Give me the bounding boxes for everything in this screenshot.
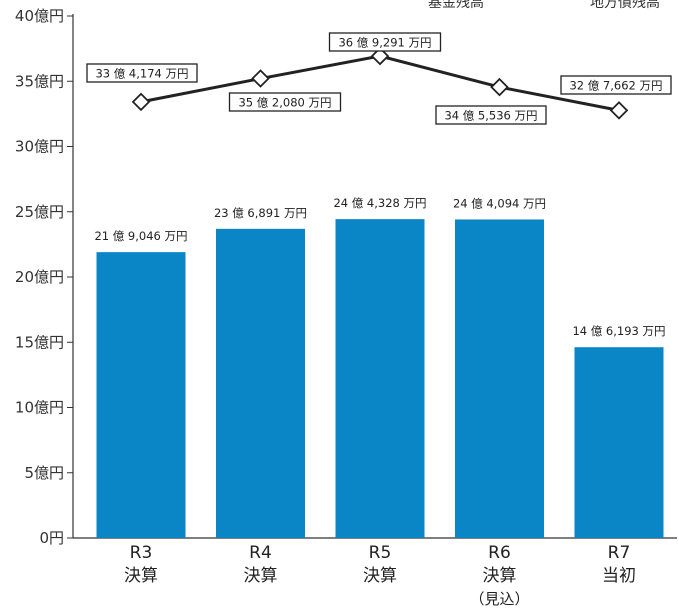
bar-2 [335,219,425,538]
y-tick-label-1: 5億円 [24,464,64,482]
debt-label-box-4 [560,75,672,95]
debt-marker-1 [251,69,270,88]
bar-4 [574,347,664,538]
y-tick-label-5: 25億円 [15,203,64,221]
x-tick-sublabel-4: 当初 [602,566,636,586]
debt-label-2: 36 億 9,291 万円 [338,36,431,50]
bar-1 [216,228,305,538]
y-tick-label-7: 35億円 [15,72,64,90]
y-tick-label-0: 0円 [39,529,64,547]
debt-label-1: 35 億 2,080 万円 [238,96,331,110]
x-tick-label-0: R3 [130,543,153,563]
legend-label-debt: 地方債残高 [590,0,660,11]
x-tick-sublabel-2: 決算 [363,566,397,586]
debt-marker-0 [131,92,151,112]
x-tick-sublabel-3: 決算 [483,566,517,586]
debt-label-box-1 [228,92,342,112]
x-tick-label-3: R6 [488,543,511,563]
x-tick-label-1: R4 [249,543,272,563]
debt-label-box-0 [86,63,198,83]
bar-label-3: 24 億 4,094 万円 [453,196,546,210]
debt-label-box-3 [435,105,547,125]
x-tick-sublabel-1: 決算 [244,566,278,586]
bar-label-1: 23 億 6,891 万円 [214,206,307,220]
x-tick-note-3: （見込） [469,590,529,608]
y-tick-label-2: 10億円 [15,399,64,417]
x-tick-label-2: R5 [369,543,392,563]
bar-0 [96,252,186,539]
y-tick-label-4: 20億円 [15,268,64,286]
bar-3 [455,219,544,538]
debt-label-0: 33 億 4,174 万円 [95,67,188,81]
debt-label-4: 32 億 7,662 万円 [569,79,662,93]
bar-label-4: 14 億 6,193 万円 [572,324,665,338]
x-tick-label-4: R7 [608,543,631,563]
bar-label-0: 21 億 9,046 万円 [94,229,187,243]
debt-marker-3 [490,77,509,97]
legend-label-fund: 基金残高 [428,0,484,11]
y-tick-label-8: 40億円 [15,7,64,25]
bar-label-2: 24 億 4,328 万円 [333,196,426,210]
debt-label-box-2 [328,32,442,52]
y-tick-label-3: 15億円 [15,333,64,351]
x-tick-sublabel-0: 決算 [124,566,158,586]
debt-marker-4 [609,101,629,120]
debt-marker-2 [370,46,390,66]
debt-label-3: 34 億 5,536 万円 [444,109,537,123]
y-tick-label-6: 30億円 [15,138,64,156]
